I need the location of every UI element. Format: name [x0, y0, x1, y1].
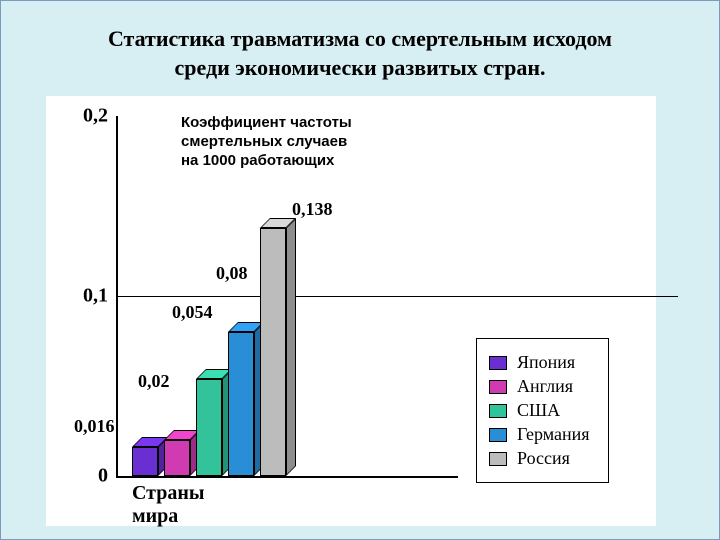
legend-label: Англия: [517, 376, 573, 397]
y-tick-label: 0,1: [83, 285, 118, 308]
x-category-label: Странымира: [132, 476, 205, 528]
title-line-1: Статистика травматизма со смертельным ис…: [1, 25, 719, 54]
bar-label: 0,02: [138, 371, 170, 392]
guide-line: [118, 296, 678, 297]
bar-label: 0,138: [292, 199, 333, 220]
legend-label: США: [517, 400, 560, 421]
legend-label: Германия: [517, 424, 590, 445]
legend-swatch: [489, 380, 507, 394]
bar-Германия: 0,08: [228, 332, 254, 476]
legend-item: Япония: [489, 352, 590, 373]
bar-label: 0,08: [216, 263, 248, 284]
slide: Статистика травматизма со смертельным ис…: [0, 0, 720, 540]
bar-Англия: 0,02: [164, 440, 190, 476]
legend: Япония Англия США Германия Россия: [476, 338, 609, 483]
bar-США: 0,054: [196, 379, 222, 476]
legend-swatch: [489, 452, 507, 466]
y-tick-label: 0: [98, 465, 118, 488]
legend-label: Япония: [517, 352, 575, 373]
legend-item: Англия: [489, 376, 590, 397]
slide-title: Статистика травматизма со смертельным ис…: [1, 25, 719, 82]
legend-item: Россия: [489, 448, 590, 469]
title-line-2: среди экономически развитых стран.: [1, 54, 719, 83]
chart-area: Коэффициент частотысмертельных случаевна…: [46, 96, 656, 526]
legend-item: США: [489, 400, 590, 421]
legend-swatch: [489, 356, 507, 370]
legend-swatch: [489, 428, 507, 442]
bar-label: 0,016: [74, 416, 115, 437]
bar-label: 0,054: [172, 302, 213, 323]
legend-item: Германия: [489, 424, 590, 445]
legend-swatch: [489, 404, 507, 418]
bar-Япония: 0,016: [132, 447, 158, 476]
bar-Россия: 0,138: [260, 228, 286, 476]
legend-label: Россия: [517, 448, 570, 469]
chart-plot: 00,10,20,0160,020,0540,080,138Странымира: [116, 116, 458, 478]
y-tick-label: 0,2: [83, 105, 118, 128]
